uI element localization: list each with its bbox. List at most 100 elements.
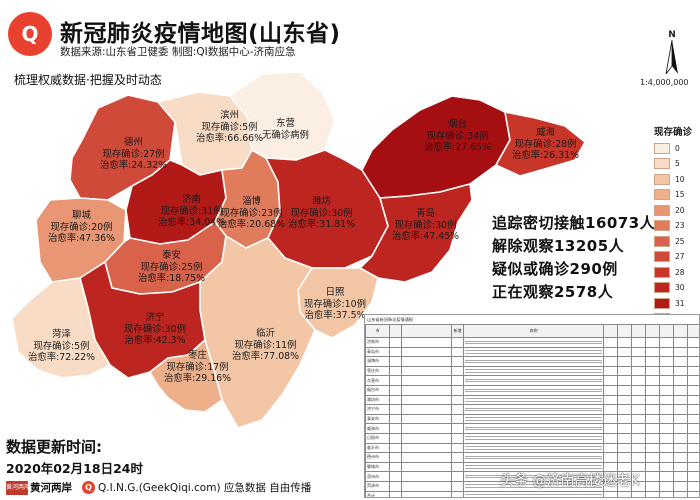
table-cell — [673, 471, 688, 482]
table-cell — [603, 490, 618, 497]
report-table: 市 新增 病例 济南市 青岛市 淄博市 枣庄市 东营市 烟台市 潍坊市 济宁市 泰安市 威海市 日照市临… — [365, 324, 699, 497]
table-cell — [645, 375, 660, 386]
region-name: 滨州 — [220, 110, 239, 121]
stat-under-observation: 正在观察2578人 — [492, 283, 614, 301]
report-table-title: 山东省新冠肺炎疫情通报 — [367, 317, 414, 322]
table-cell — [645, 442, 660, 454]
table-row: 德州市 — [365, 452, 699, 463]
table-cell — [389, 346, 402, 358]
region-cure-rate: 治愈率:77.08% — [232, 351, 300, 362]
table-cell — [687, 432, 699, 444]
table-cell — [631, 490, 646, 497]
region-confirmed: 现存确诊:5例 — [33, 340, 90, 352]
table-cell — [451, 452, 464, 463]
table-cell — [603, 375, 618, 386]
region-label-binzhou: 滨州 现存确诊:5例 治愈率:66.66% — [196, 110, 263, 145]
table-cell — [617, 432, 632, 444]
legend-value: 20 — [675, 205, 685, 215]
table-cell — [401, 452, 452, 463]
north-arrow: N — [652, 30, 692, 74]
map-subtitle: 数据来源:山东省卫健委 制图:QI数据中心-济南应急 — [60, 46, 296, 58]
table-row-label: 青岛市 — [365, 346, 390, 358]
table-cell — [389, 423, 402, 434]
table-cell — [659, 480, 674, 492]
table-cell — [631, 346, 646, 358]
summary-stats: 追踪密切接触16073人 解除观察13205人 疑似或确诊290例 正在观察25… — [492, 212, 655, 304]
table-cell — [673, 394, 688, 406]
region-shape-zaozhuang[interactable] — [149, 339, 223, 413]
legend-swatch — [654, 204, 670, 216]
table-cell — [673, 356, 688, 367]
stat-released: 解除观察13205人 — [492, 237, 625, 255]
table-cell — [673, 423, 688, 434]
table-row: 合计 — [365, 490, 699, 497]
region-label-linyi: 临沂 现存确诊:11例 治愈率:77.08% — [232, 328, 299, 363]
table-cell — [401, 337, 452, 348]
table-cell — [687, 394, 699, 406]
table-cell — [687, 346, 699, 358]
legend-value: 10 — [675, 174, 685, 184]
table-cell — [673, 346, 688, 358]
region-confirmed: 现存确诊:28例 — [514, 138, 577, 150]
table-cell — [389, 461, 402, 473]
region-shape-weihai[interactable] — [495, 111, 586, 177]
table-cell — [389, 432, 402, 444]
map-slogan: 梳理权威数据·把握及时动态 — [14, 73, 162, 87]
table-cell — [603, 452, 618, 463]
table-cell — [617, 394, 632, 406]
legend-item: 23 — [654, 220, 700, 233]
stat-close-contacts: 追踪密切接触16073人 — [492, 214, 656, 232]
legend-value: 23 — [675, 221, 685, 231]
region-shape-qingdao[interactable] — [359, 183, 473, 283]
table-cell — [659, 365, 674, 377]
table-row: 东营市 — [365, 375, 699, 386]
table-cell — [603, 413, 618, 425]
region-confirmed: 现存确诊:30例 — [124, 323, 186, 335]
table-row-label: 枣庄市 — [365, 365, 390, 377]
table-cell — [659, 432, 674, 444]
table-cell — [603, 356, 618, 367]
table-cell — [451, 461, 464, 473]
region-confirmed: 现存确诊:27例 — [102, 148, 165, 160]
legend-swatch — [654, 251, 670, 263]
table-cell — [617, 404, 632, 415]
table-row-label: 济宁市 — [365, 404, 390, 415]
table-cell — [463, 452, 604, 463]
table-cell — [389, 337, 402, 348]
table-row-label: 淄博市 — [365, 356, 390, 367]
table-cell — [463, 442, 604, 454]
table-cell — [401, 356, 452, 367]
table-cell — [389, 394, 402, 406]
table-row: 泰安市 — [365, 413, 699, 425]
report-table-header: 市 新增 病例 — [365, 324, 699, 338]
table-cell — [617, 346, 632, 358]
table-cell — [401, 432, 452, 444]
table-header-cell — [645, 324, 660, 338]
legend-swatch — [654, 220, 670, 232]
region-label-qingdao: 青岛 现存确诊:30例 治愈率:47.45% — [392, 208, 459, 243]
legend-items: 0510152023252728303134 — [654, 142, 700, 325]
table-cell — [631, 423, 646, 434]
table-cell — [673, 442, 688, 454]
legend-item: 28 — [654, 266, 700, 279]
table-cell — [401, 365, 452, 377]
region-cure-rate: 治愈率:72.22% — [28, 352, 96, 363]
table-row-label: 合计 — [365, 490, 390, 497]
table-cell — [389, 404, 402, 415]
table-cell — [631, 375, 646, 386]
table-cell — [451, 413, 464, 425]
table-cell — [687, 461, 699, 473]
table-cell — [673, 337, 688, 348]
legend-item: 15 — [654, 189, 700, 202]
table-cell — [389, 452, 402, 463]
region-name: 烟台 — [448, 119, 467, 130]
region-shape-heze[interactable] — [11, 277, 111, 379]
table-cell — [463, 365, 604, 377]
table-cell — [645, 490, 660, 497]
region-name: 淄博 — [242, 196, 261, 207]
table-row: 济南市 — [365, 337, 699, 348]
region-cure-rate: 治愈率:20.68% — [218, 219, 286, 230]
table-cell — [451, 346, 464, 358]
legend-swatch — [654, 297, 670, 309]
table-cell — [389, 471, 402, 482]
